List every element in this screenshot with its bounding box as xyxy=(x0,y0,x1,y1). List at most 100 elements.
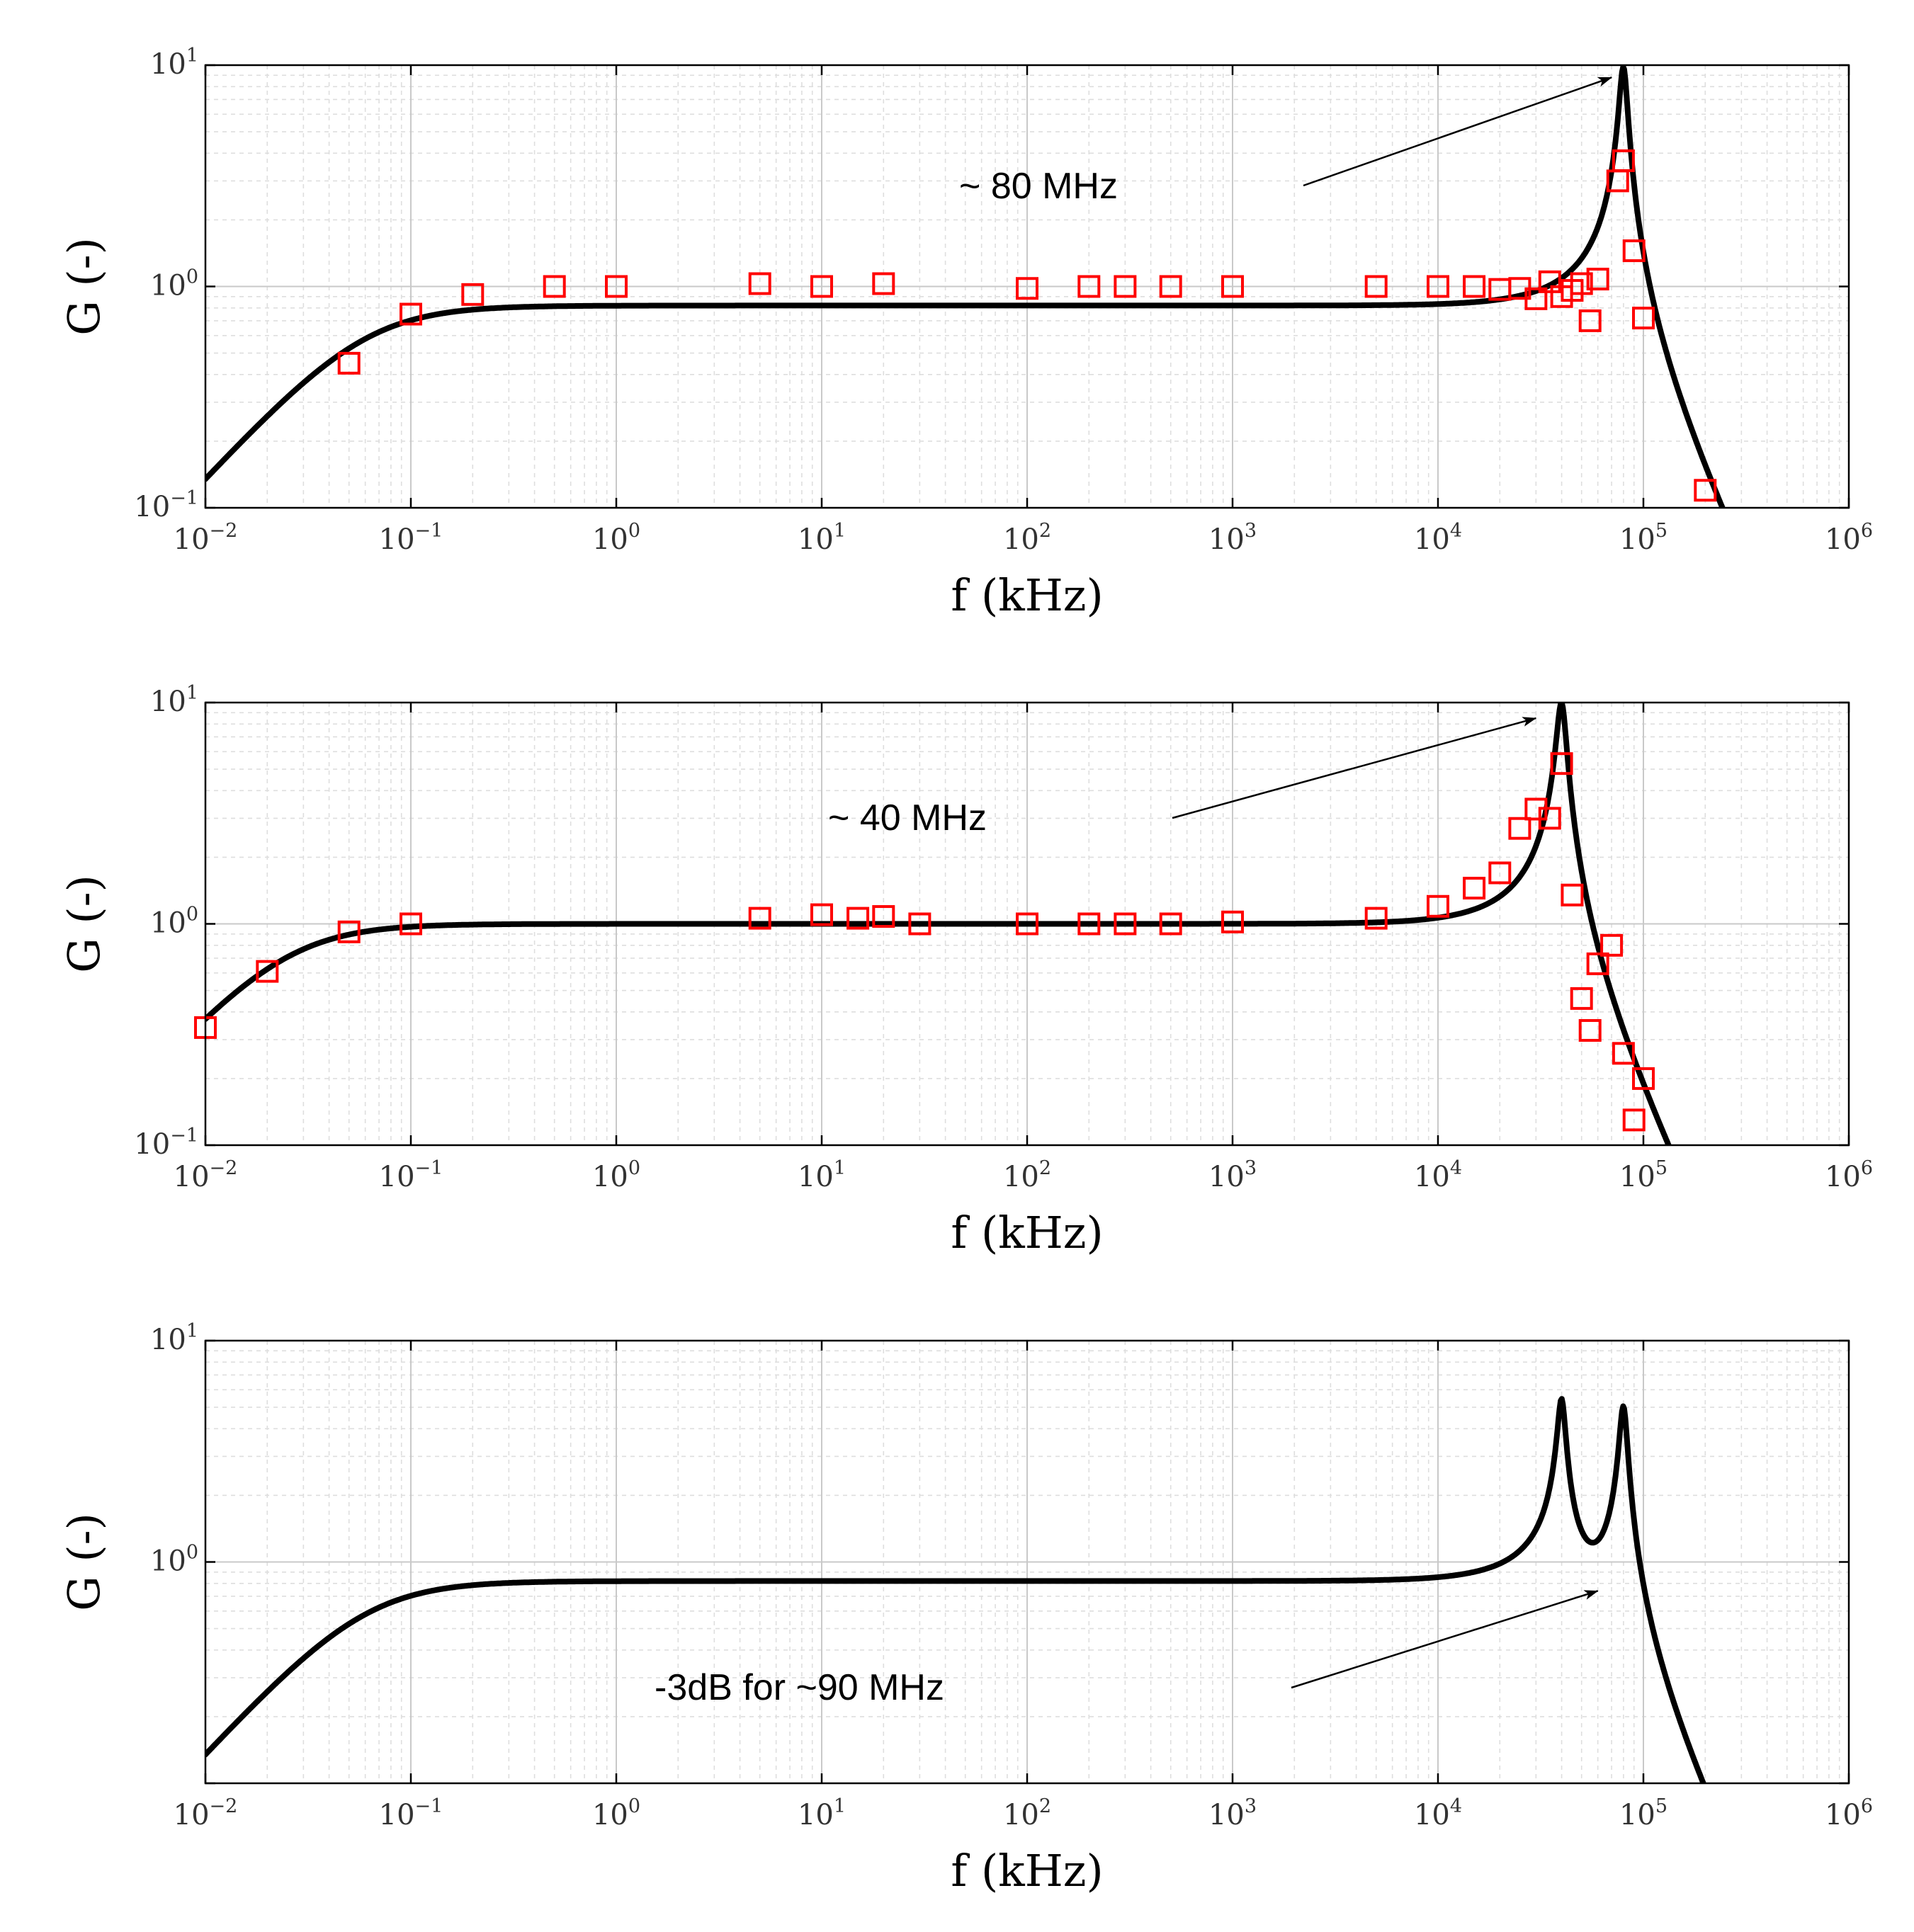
data-point xyxy=(1114,275,1137,298)
x-tick-label: 10−1 xyxy=(379,1157,443,1193)
x-tick-label: 100 xyxy=(592,1795,640,1831)
x-axis-label: f (kHz) xyxy=(951,569,1103,621)
y-tick-label: 100 xyxy=(150,1542,198,1578)
data-point xyxy=(872,272,895,295)
data-point xyxy=(1586,268,1609,291)
annotation: ~ 80 MHz xyxy=(959,76,1613,207)
chart-panel-bottom: 10−2 10−1 100 101 102 103 104 105 106 100 101 f (kH… xyxy=(58,1320,1873,1897)
x-tick-label: 102 xyxy=(1003,1157,1051,1193)
model-curve xyxy=(205,1396,1706,1783)
data-point xyxy=(1508,817,1531,840)
x-tick-label: 103 xyxy=(1208,1795,1257,1831)
chart-panel-top: 10−2 10−1 100 101 102 103 104 105 10610−1100101f… xyxy=(58,45,1873,621)
data-point xyxy=(1077,275,1101,298)
data-point xyxy=(810,903,833,926)
y-tick-label: 10−1 xyxy=(134,487,198,523)
y-tick-label: 10−1 xyxy=(134,1125,198,1161)
x-tick-label: 10−2 xyxy=(174,1795,238,1831)
x-tick-label: 106 xyxy=(1825,1795,1873,1831)
data-point xyxy=(1550,752,1573,775)
x-tick-label: 104 xyxy=(1414,1157,1462,1193)
grid xyxy=(205,1340,1850,1784)
data-point xyxy=(1612,1042,1635,1065)
y-tick-label: 101 xyxy=(150,682,198,718)
data-point xyxy=(1622,1108,1646,1132)
data-point xyxy=(1600,933,1624,957)
x-tick-label: 101 xyxy=(798,520,846,556)
model-curve xyxy=(205,703,1672,1145)
annotation-arrow xyxy=(1172,717,1537,819)
data-point xyxy=(1578,309,1602,332)
x-tick-label: 105 xyxy=(1619,1157,1667,1193)
x-axis-label: f (kHz) xyxy=(951,1845,1103,1897)
grid xyxy=(205,64,1850,508)
x-tick-label: 10−1 xyxy=(379,1795,443,1831)
data-point xyxy=(1538,807,1561,830)
annotation-arrow xyxy=(1291,1590,1599,1689)
data-point xyxy=(1632,1067,1655,1090)
measured-series xyxy=(194,752,1655,1132)
x-tick-label: 102 xyxy=(1003,1795,1051,1831)
data-point xyxy=(748,272,771,295)
x-tick-label: 10−2 xyxy=(174,520,238,556)
x-tick-label: 103 xyxy=(1208,1157,1257,1193)
tick-marks xyxy=(204,701,1850,1147)
data-point xyxy=(1114,912,1137,936)
data-point xyxy=(1488,861,1512,885)
annotation-text: ~ 40 MHz xyxy=(828,797,987,839)
measured-series xyxy=(337,149,1717,502)
annotation: -3dB for ~90 MHz xyxy=(655,1590,1599,1708)
data-point xyxy=(337,920,361,943)
y-axis-label: G (-) xyxy=(58,1513,110,1611)
y-axis-label: G (-) xyxy=(58,875,110,973)
model-curve xyxy=(205,65,1726,508)
annotation-text: ~ 80 MHz xyxy=(959,166,1118,207)
y-axis-label: G (-) xyxy=(58,237,110,336)
annotation-arrow xyxy=(1303,76,1613,187)
data-point xyxy=(1463,275,1486,298)
x-tick-label: 104 xyxy=(1414,1795,1462,1831)
x-tick-label: 100 xyxy=(592,520,640,556)
tick-marks xyxy=(204,64,1850,509)
y-tick-label: 100 xyxy=(150,266,198,302)
data-point xyxy=(1622,239,1646,263)
x-tick-label: 105 xyxy=(1619,1795,1667,1831)
x-tick-label: 106 xyxy=(1825,520,1873,556)
data-point xyxy=(1364,907,1388,930)
data-point xyxy=(1016,277,1038,300)
data-point xyxy=(461,283,485,306)
data-point xyxy=(908,912,931,936)
y-tick-label: 101 xyxy=(150,45,198,81)
data-point xyxy=(1694,479,1717,502)
data-point xyxy=(337,351,361,375)
data-point xyxy=(1427,275,1449,298)
data-point xyxy=(1538,270,1561,293)
x-tick-label: 100 xyxy=(592,1157,640,1193)
chart-panel-middle: 10−2 10−1 100 101 102 103 104 105 10610−1100101f… xyxy=(58,682,1873,1258)
data-point xyxy=(543,275,566,298)
data-point xyxy=(1632,307,1655,330)
y-tick-label: 101 xyxy=(150,1320,198,1356)
data-point xyxy=(1463,877,1486,900)
data-point xyxy=(605,275,628,298)
x-tick-label: 104 xyxy=(1414,520,1462,556)
data-point xyxy=(256,960,279,983)
data-point xyxy=(1524,287,1548,310)
data-point xyxy=(1077,912,1101,936)
annotation: ~ 40 MHz xyxy=(828,717,1537,839)
data-point xyxy=(1016,912,1038,936)
x-tick-label: 10−1 xyxy=(379,520,443,556)
data-point xyxy=(1221,275,1244,298)
data-point xyxy=(1578,1018,1602,1042)
data-point xyxy=(1561,883,1584,907)
data-point xyxy=(1159,275,1182,298)
y-tick-label: 100 xyxy=(150,904,198,940)
data-point xyxy=(810,275,833,298)
data-point xyxy=(400,302,422,326)
x-tick-label: 105 xyxy=(1619,520,1667,556)
x-tick-label: 10−2 xyxy=(174,1157,238,1193)
annotation-text: -3dB for ~90 MHz xyxy=(655,1667,944,1708)
data-point xyxy=(1427,894,1449,918)
data-point xyxy=(1159,912,1182,936)
data-point xyxy=(1570,987,1593,1010)
